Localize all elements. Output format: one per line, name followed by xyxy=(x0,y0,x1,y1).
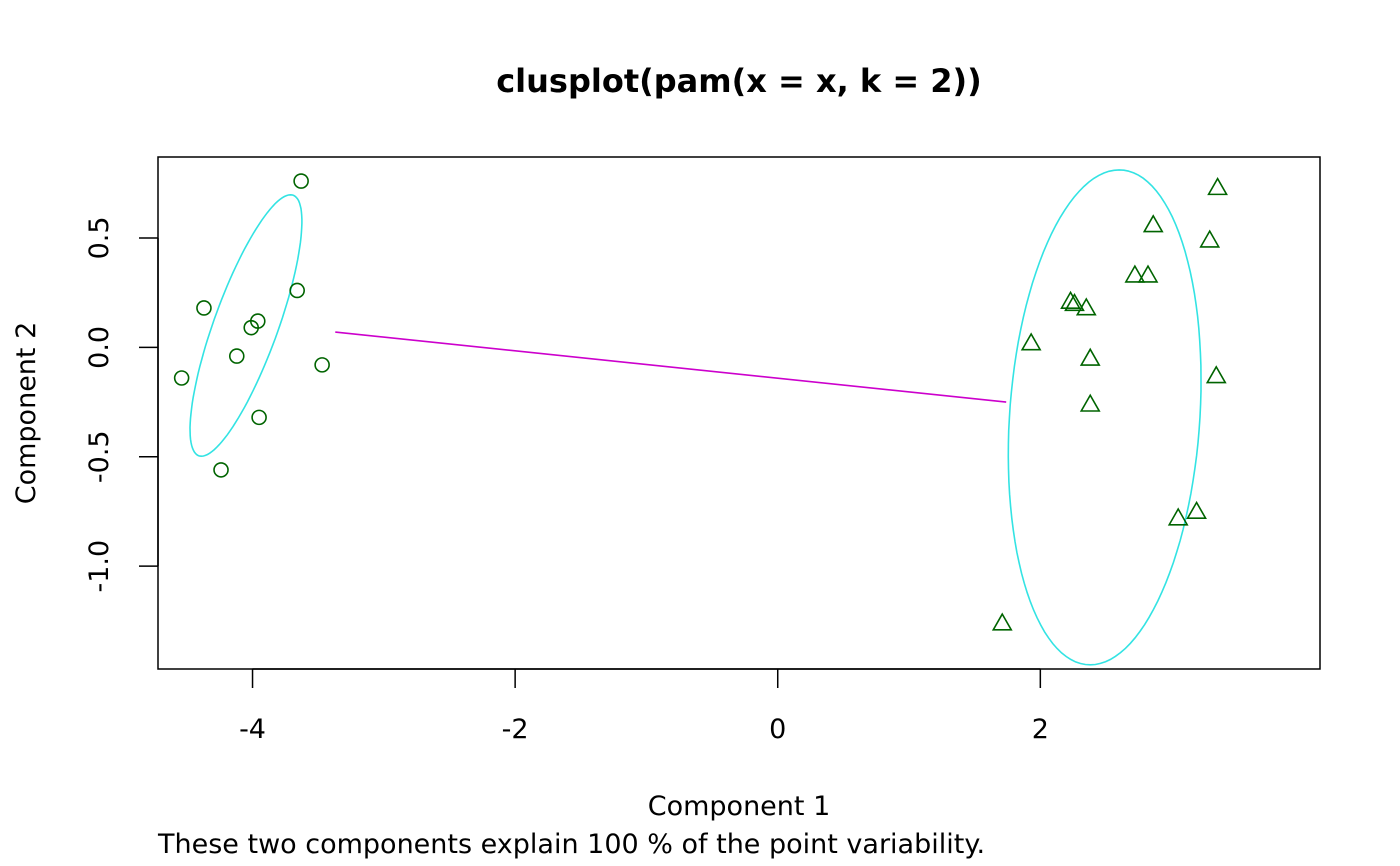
cluster-2-point xyxy=(1060,290,1081,309)
y-tick-label: 0.5 xyxy=(84,216,115,259)
x-tick-label: 2 xyxy=(1032,714,1049,745)
cluster-2-point xyxy=(1207,177,1228,196)
y-axis-label: Component 2 xyxy=(11,322,42,505)
cluster-1-point xyxy=(196,300,212,316)
cluster-1-point xyxy=(228,348,245,364)
x-tick-label: -4 xyxy=(239,714,266,745)
cluster-1-point xyxy=(213,462,229,478)
plot-frame xyxy=(157,156,1321,670)
chart-caption: These two components explain 100 % of th… xyxy=(157,829,985,860)
x-axis-label: Component 1 xyxy=(648,791,831,822)
cluster-1-point xyxy=(289,282,305,299)
cluster-1-point xyxy=(251,409,267,426)
y-tick-label: -0.5 xyxy=(84,430,115,483)
cluster-2-point xyxy=(1167,507,1189,526)
cluster-2-point xyxy=(1199,229,1221,248)
cluster-connector-line xyxy=(335,331,1007,403)
y-tick-label: 0.0 xyxy=(84,326,115,369)
cluster-ellipse-2 xyxy=(1007,169,1202,666)
x-tick-label: 0 xyxy=(769,714,786,745)
chart-title: clusplot(pam(x = x, k = 2)) xyxy=(496,62,982,100)
cluster-1-point xyxy=(243,319,260,336)
cluster-2-point xyxy=(1079,347,1101,366)
cluster-1-point xyxy=(293,173,309,189)
cluster-2-point xyxy=(1142,214,1164,233)
x-tick-label: -2 xyxy=(502,714,529,745)
cluster-2-point xyxy=(1064,292,1085,312)
cluster-2-point xyxy=(1020,332,1042,351)
cluster-ellipse-1 xyxy=(189,193,303,458)
cluster-2-point xyxy=(991,612,1013,631)
cluster-1-point xyxy=(173,370,190,386)
cluster-2-point xyxy=(1186,500,1207,520)
cluster-2-point xyxy=(1079,393,1101,412)
cluster-2-point xyxy=(1137,264,1159,283)
cluster-2-point xyxy=(1075,297,1097,316)
y-tick-label: -1.0 xyxy=(84,540,115,593)
axes: -4 -2 0 2 0.5 0.0 -0.5 -1.0 xyxy=(84,216,1049,745)
cluster-2-point xyxy=(1205,365,1227,384)
cluster-1-point xyxy=(314,357,330,373)
cluster-2-point xyxy=(1124,264,1146,283)
plot-area xyxy=(173,169,1228,666)
